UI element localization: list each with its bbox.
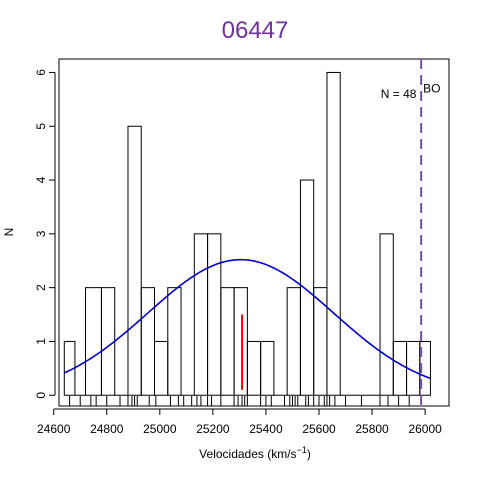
- annotations: N = 48 BO: [381, 82, 441, 101]
- y-axis: 0 1 2 3 4 5 6: [34, 69, 56, 399]
- x-axis-label-main: Velocidades (km/s: [199, 447, 296, 461]
- annotation-text: N = 48: [381, 87, 417, 101]
- histogram-bar: [286, 287, 301, 396]
- histogram-bar: [419, 340, 431, 396]
- x-axis-label-suffix: ): [307, 447, 311, 461]
- x-tick-label: 25000: [143, 422, 177, 436]
- histogram-bar: [233, 287, 248, 396]
- y-tick-label: 1: [34, 338, 48, 345]
- y-tick-label: 3: [34, 230, 48, 237]
- histogram-bar: [392, 340, 408, 396]
- histogram-bar: [127, 125, 142, 396]
- plot-frame: [58, 58, 450, 407]
- histogram-bar: [260, 340, 275, 396]
- fit-curve: [63, 258, 431, 380]
- histogram-bar: [167, 287, 182, 396]
- y-tick-label: 2: [34, 284, 48, 291]
- y-tick-label: 5: [34, 123, 48, 130]
- histogram-bar: [207, 233, 222, 396]
- x-tick-label: 25800: [355, 422, 389, 436]
- x-tick-label: 24800: [90, 422, 124, 436]
- x-tick-label: 26000: [408, 422, 442, 436]
- x-tick-label: 25400: [249, 422, 283, 436]
- histogram-bar: [100, 287, 116, 396]
- histogram-bar: [154, 340, 169, 396]
- rug-marks: [69, 396, 410, 406]
- x-axis: 24600 24800 25000 25200 25400 25600 25800 26000: [37, 408, 442, 436]
- y-tick-label: 6: [34, 69, 48, 76]
- histogram-bar: [246, 340, 262, 396]
- x-axis-label-exponent: −1: [297, 445, 307, 455]
- x-axis-label: Velocidades (km/s−1): [199, 445, 311, 461]
- y-tick-label: 0: [34, 392, 48, 399]
- histogram: [63, 71, 431, 396]
- y-tick-label: 4: [34, 176, 48, 183]
- chart-title: 06447: [222, 17, 289, 44]
- x-tick-label: 25600: [302, 422, 336, 436]
- histogram-bar: [299, 179, 315, 396]
- histogram-bar: [193, 233, 209, 396]
- histogram-bar: [220, 287, 235, 396]
- annotation-text: BO: [423, 82, 440, 96]
- y-axis-label: N: [2, 228, 16, 237]
- histogram-bar: [85, 287, 102, 396]
- histogram-bar: [379, 233, 394, 396]
- histogram-bar: [140, 287, 156, 396]
- x-tick-label: 25200: [196, 422, 230, 436]
- x-tick-label: 24600: [37, 422, 71, 436]
- histogram-bar: [326, 71, 341, 396]
- histogram-bar: [313, 287, 328, 396]
